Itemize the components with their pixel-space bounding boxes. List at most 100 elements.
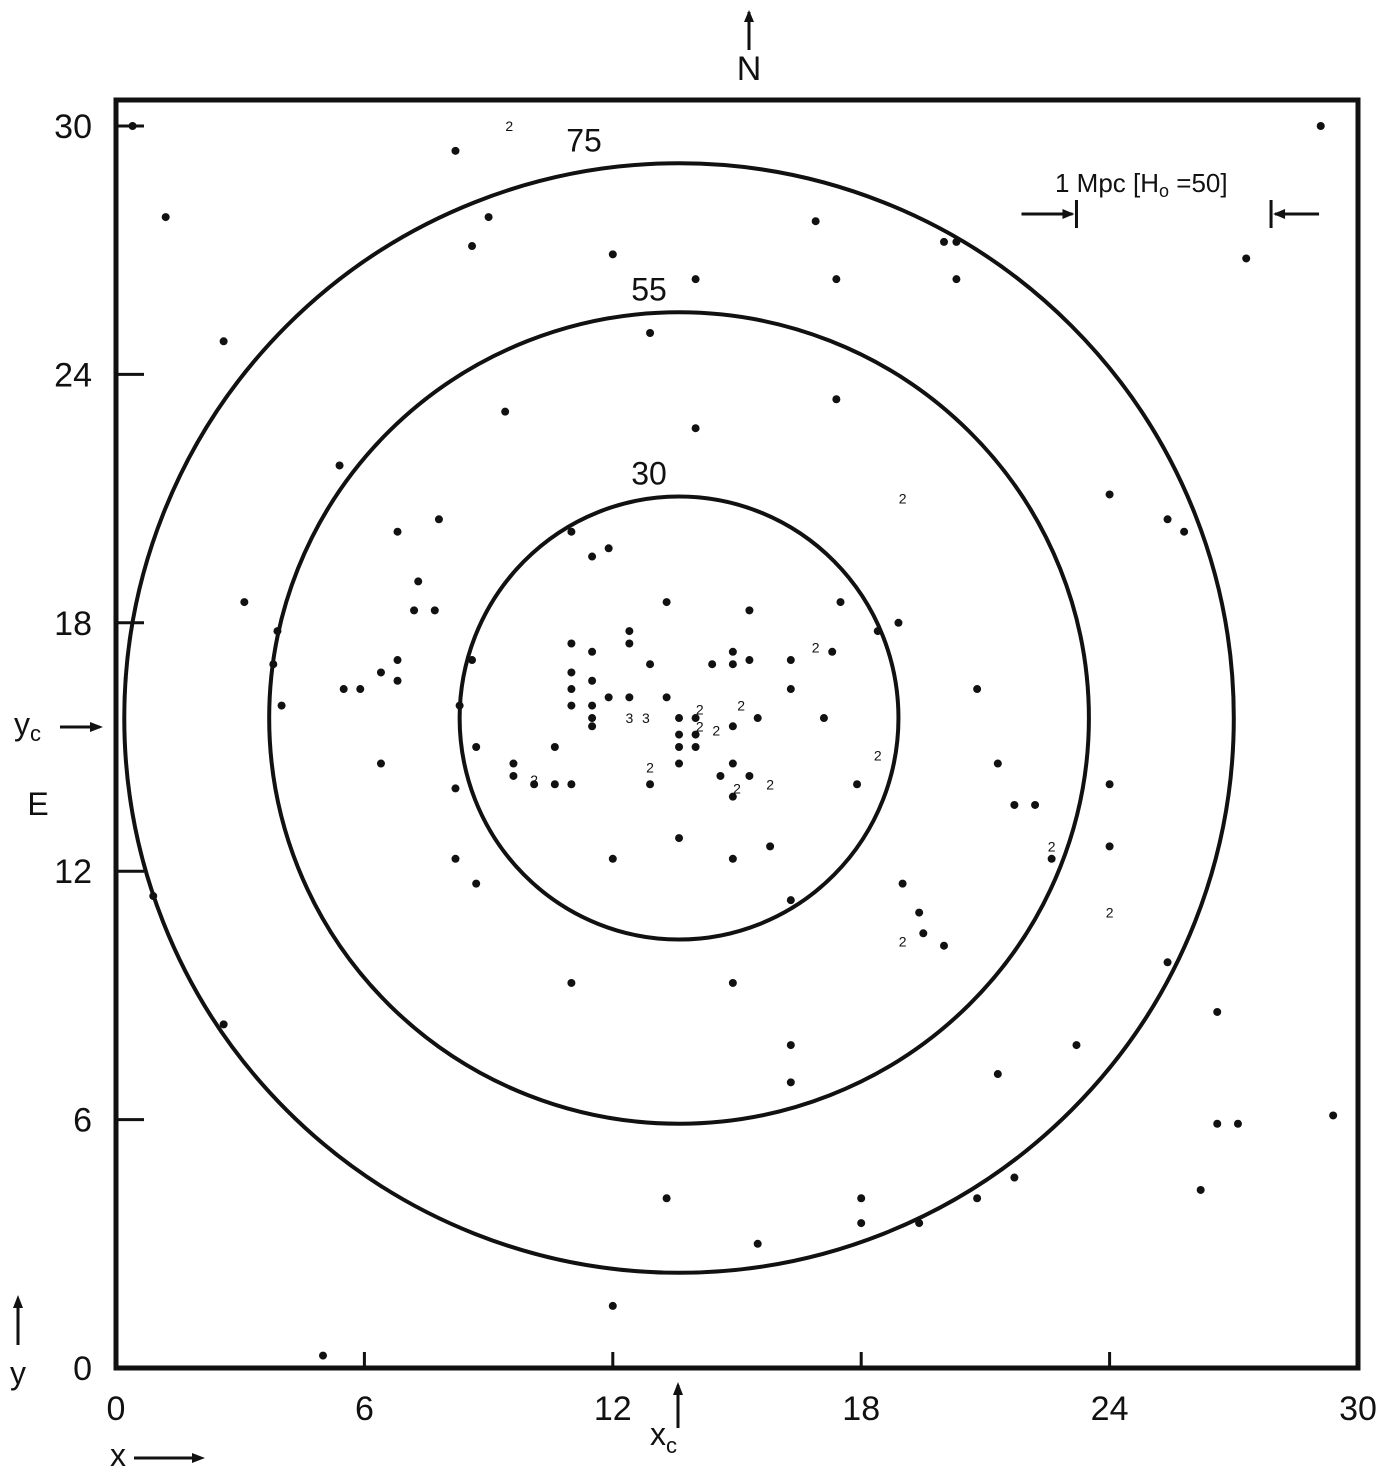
data-point: [716, 771, 725, 780]
contour-circle-75: [122, 161, 1236, 1275]
data-point: [530, 780, 539, 789]
svg-text:xc: xc: [650, 1416, 677, 1458]
contour-label-75: 75: [566, 122, 602, 158]
data-point: [691, 743, 700, 751]
data-point: [675, 834, 684, 843]
data-point: [894, 618, 903, 627]
data-point: [753, 1239, 762, 1248]
scale-bar-subscript: o: [1159, 181, 1169, 201]
data-point: [853, 780, 862, 789]
y-axis-label: y: [10, 1355, 26, 1391]
y-axis-indicator: y: [10, 1295, 26, 1391]
data-point: [567, 639, 576, 648]
contour-circle-30: [457, 494, 901, 942]
data-point: [1105, 842, 1114, 851]
data-point: [728, 660, 737, 669]
data-point: [919, 929, 928, 938]
data-point: [376, 759, 385, 768]
data-point: [708, 660, 717, 669]
data-point: [832, 275, 841, 284]
double-point-marker: 2: [530, 772, 538, 788]
x-tick-label: 18: [842, 1390, 880, 1428]
data-point: [993, 759, 1002, 768]
data-point: [567, 780, 576, 789]
data-point: [393, 527, 402, 536]
double-point-marker: 2: [696, 702, 704, 718]
svg-text:1 Mpc [Ho =50]: 1 Mpc [Ho =50]: [1055, 168, 1228, 201]
data-point: [728, 792, 737, 801]
data-point: [828, 647, 837, 656]
data-point: [832, 395, 841, 404]
data-point: [468, 242, 477, 251]
data-point: [451, 146, 460, 155]
data-point: [973, 1194, 982, 1203]
triple-point-marker: 3: [642, 710, 650, 726]
data-point: [219, 337, 228, 346]
x-axis-indicator: x: [110, 1437, 205, 1473]
data-point: [273, 627, 282, 636]
data-point: [1010, 1173, 1019, 1182]
data-point: [550, 780, 559, 789]
data-point: [786, 656, 795, 665]
east-label: E: [27, 786, 48, 822]
xc-label: x: [650, 1416, 666, 1452]
scale-bar-left-head: [1062, 209, 1075, 219]
data-point: [339, 685, 348, 694]
data-point: [675, 730, 684, 739]
data-point: [1213, 1119, 1222, 1128]
data-point: [1010, 800, 1019, 809]
data-point: [940, 941, 948, 950]
data-point: [567, 978, 576, 987]
yc-label: y: [14, 706, 30, 742]
double-point-marker: 2: [505, 118, 513, 134]
data-point: [219, 1020, 228, 1029]
data-point: [472, 879, 481, 888]
data-point: [1047, 854, 1056, 863]
data-point: [786, 896, 795, 905]
scale-bar: 1 Mpc [Ho =50]: [1021, 168, 1320, 228]
data-point: [819, 714, 828, 723]
scale-bar-right-head: [1273, 209, 1286, 219]
data-point: [588, 701, 597, 710]
data-point: [662, 1194, 671, 1203]
data-point: [455, 701, 464, 710]
data-point: [691, 730, 700, 739]
data-point: [973, 685, 982, 694]
data-point: [728, 854, 737, 863]
yc-marker: yc: [14, 706, 103, 746]
data-point: [567, 701, 576, 710]
data-point: [604, 544, 613, 553]
data-point: [588, 714, 597, 723]
contour-circle-55: [267, 310, 1091, 1126]
data-point: [1180, 527, 1189, 536]
data-point: [414, 577, 423, 586]
data-point: [662, 693, 671, 702]
data-point: [915, 908, 924, 917]
x-axis-label: x: [110, 1437, 126, 1473]
data-point: [451, 784, 460, 793]
data-point: [786, 1078, 795, 1087]
data-point: [675, 714, 684, 723]
double-point-marker: 2: [766, 776, 774, 792]
data-point: [240, 598, 249, 607]
data-point: [550, 743, 559, 751]
double-point-marker: 2: [874, 747, 882, 763]
x-tick-label: 30: [1339, 1390, 1377, 1428]
data-point: [675, 743, 684, 751]
data-point: [836, 598, 845, 607]
data-point: [1196, 1185, 1205, 1194]
data-point: [1163, 515, 1172, 524]
data-point: [646, 329, 655, 337]
yc-subscript: c: [30, 721, 41, 746]
data-point: [509, 759, 518, 768]
double-point-marker: 2: [712, 722, 720, 738]
axis-labels: 0 6 12 18 24 30 0 6 12 18 24 30: [54, 108, 1377, 1428]
data-point: [604, 693, 613, 702]
data-point: [588, 676, 597, 685]
data-point: [1213, 1007, 1222, 1016]
data-point: [434, 515, 443, 524]
data-point: [766, 842, 775, 851]
data-point: [608, 854, 617, 863]
